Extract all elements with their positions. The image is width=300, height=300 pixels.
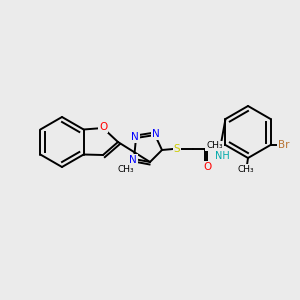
Text: S: S bbox=[174, 144, 180, 154]
Text: NH: NH bbox=[214, 151, 230, 161]
Text: O: O bbox=[203, 162, 211, 172]
Text: CH₃: CH₃ bbox=[238, 164, 254, 173]
Text: CH₃: CH₃ bbox=[206, 142, 223, 151]
Text: N: N bbox=[152, 129, 160, 139]
Text: N: N bbox=[129, 155, 137, 165]
Text: N: N bbox=[131, 132, 139, 142]
Text: Br: Br bbox=[278, 140, 289, 150]
Text: O: O bbox=[99, 122, 107, 132]
Text: CH₃: CH₃ bbox=[118, 166, 134, 175]
